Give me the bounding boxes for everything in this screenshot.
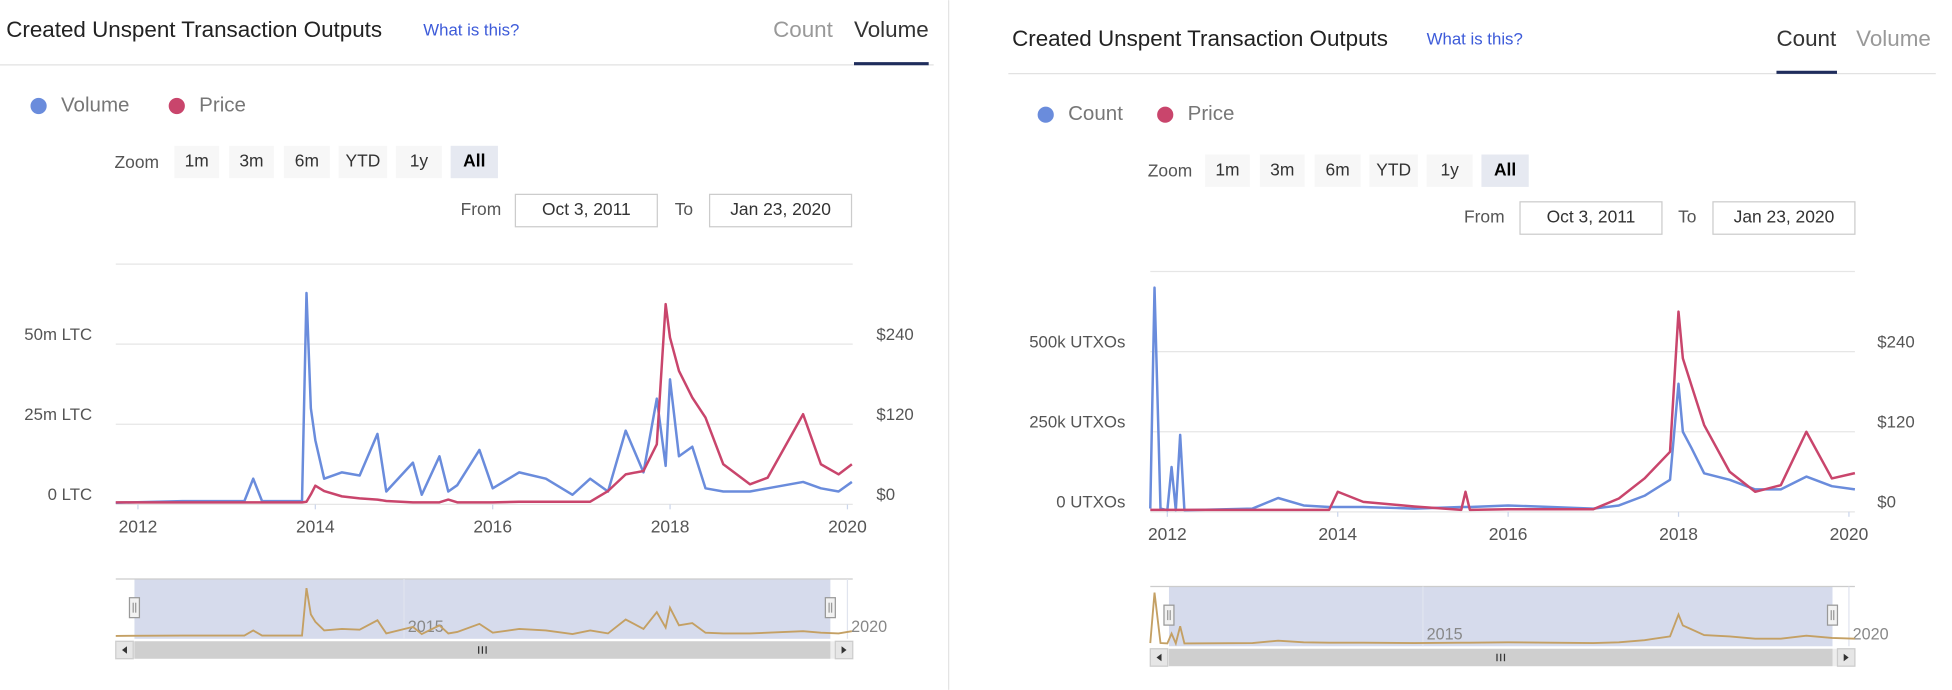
from-label: From	[461, 199, 502, 219]
x-tick-label: 2020	[828, 517, 867, 537]
from-label: From	[1464, 207, 1505, 227]
legend-marker[interactable]	[1157, 106, 1174, 123]
arrow	[122, 646, 127, 654]
series-line	[1149, 286, 1856, 512]
navigator-line	[1149, 592, 1855, 647]
navigator-handle[interactable]	[824, 597, 836, 619]
from-date[interactable]: Oct 3, 2011	[1547, 207, 1636, 227]
from-date[interactable]: Oct 3, 2011	[542, 199, 631, 219]
arrow	[1843, 653, 1849, 662]
x-tick-label: 2016	[1489, 524, 1528, 544]
chart-title: Created Unspent Transaction Outputs	[6, 17, 382, 42]
help-link[interactable]: What is this?	[1427, 29, 1523, 48]
y-tick-label: 25m LTC	[24, 405, 92, 424]
zoom-button[interactable]	[1314, 154, 1361, 187]
y2-tick-label: $0	[1877, 493, 1896, 512]
zoom-button-label[interactable]: 1m	[185, 151, 209, 171]
y2-tick-label: $240	[876, 325, 913, 344]
y-tick-label: 0 UTXOs	[1056, 493, 1125, 512]
arrow	[1156, 653, 1162, 662]
zoom-label: Zoom	[115, 152, 160, 172]
x-tick-label: 2020	[1830, 524, 1869, 544]
x-tick-label: 2012	[119, 517, 158, 537]
legend-marker[interactable]	[30, 97, 47, 115]
legend-label[interactable]: Count	[1068, 102, 1123, 125]
zoom-button-label[interactable]: 3m	[239, 151, 263, 171]
navigator-line	[115, 587, 853, 637]
zoom-button-label[interactable]: YTD	[345, 151, 380, 171]
navigator-handle[interactable]	[128, 597, 141, 619]
arrow	[841, 646, 847, 654]
navigator-handle[interactable]	[1163, 604, 1175, 626]
zoom-label: Zoom	[1148, 161, 1193, 181]
series-line	[115, 291, 853, 504]
zoom-button-label[interactable]: 6m	[1326, 159, 1350, 179]
navigator-label: 2015	[1427, 625, 1463, 643]
zoom-button-label[interactable]: 6m	[295, 151, 319, 171]
zoom-button[interactable]	[174, 145, 220, 179]
chart-title: Created Unspent Transaction Outputs	[1012, 26, 1388, 51]
legend-label[interactable]: Volume	[61, 93, 129, 116]
y2-tick-label: $120	[1877, 412, 1914, 431]
navigator-label: 2015	[408, 618, 444, 636]
zoom-button[interactable]	[283, 145, 330, 179]
date-input[interactable]	[1712, 201, 1856, 235]
series-line	[1150, 310, 1856, 512]
to-date[interactable]: Jan 23, 2020	[1734, 207, 1835, 227]
zoom-button-label[interactable]: 1m	[1215, 159, 1239, 179]
to-label: To	[675, 199, 693, 219]
zoom-button[interactable]	[1426, 154, 1473, 187]
zoom-button-label[interactable]: 1y	[410, 151, 429, 171]
tab[interactable]: Count	[773, 17, 834, 42]
date-input[interactable]	[708, 193, 853, 228]
zoom-button-label[interactable]: 1y	[1440, 159, 1459, 179]
tab[interactable]: Volume	[854, 17, 929, 42]
x-tick-label: 2016	[473, 517, 512, 537]
y2-tick-label: $0	[876, 485, 895, 504]
x-tick-label: 2018	[1659, 524, 1698, 544]
y2-tick-label: $240	[1877, 332, 1914, 351]
x-tick-label: 2014	[296, 517, 335, 537]
date-input[interactable]	[514, 193, 658, 228]
y2-tick-label: $120	[876, 405, 913, 424]
navigator-label: 2020	[851, 618, 887, 636]
y-tick-label: 50m LTC	[24, 325, 92, 344]
legend-label[interactable]: Price	[1188, 102, 1235, 125]
y-tick-label: 0 LTC	[48, 485, 93, 504]
navigator-handle[interactable]	[1826, 604, 1839, 626]
x-tick-label: 2018	[651, 517, 690, 537]
x-tick-label: 2014	[1318, 524, 1357, 544]
zoom-button[interactable]	[338, 145, 388, 179]
date-input[interactable]	[1519, 201, 1663, 235]
legend-marker[interactable]	[168, 97, 185, 115]
tab[interactable]: Volume	[1856, 26, 1931, 51]
zoom-button[interactable]	[1205, 154, 1250, 187]
zoom-button[interactable]	[395, 145, 442, 179]
legend-marker[interactable]	[1037, 106, 1054, 123]
to-label: To	[1678, 207, 1696, 227]
y-tick-label: 500k UTXOs	[1029, 332, 1125, 351]
zoom-button[interactable]	[1259, 154, 1305, 187]
zoom-button[interactable]	[1481, 154, 1529, 187]
tab[interactable]: Count	[1776, 26, 1837, 51]
zoom-button-label[interactable]: All	[463, 151, 485, 171]
navigator-selection	[134, 579, 831, 639]
zoom-button-label[interactable]: 3m	[1270, 159, 1294, 179]
help-link[interactable]: What is this?	[423, 21, 519, 40]
zoom-button[interactable]	[450, 145, 498, 179]
navigator-label: 2020	[1853, 625, 1889, 643]
to-date[interactable]: Jan 23, 2020	[730, 199, 831, 219]
x-tick-label: 2012	[1148, 524, 1187, 544]
series-line	[115, 302, 853, 504]
y-tick-label: 250k UTXOs	[1029, 412, 1125, 431]
zoom-button-label[interactable]: All	[1494, 159, 1516, 179]
legend-label[interactable]: Price	[199, 93, 246, 116]
zoom-button[interactable]	[229, 145, 274, 179]
zoom-button[interactable]	[1369, 154, 1418, 187]
zoom-button-label[interactable]: YTD	[1376, 159, 1411, 179]
